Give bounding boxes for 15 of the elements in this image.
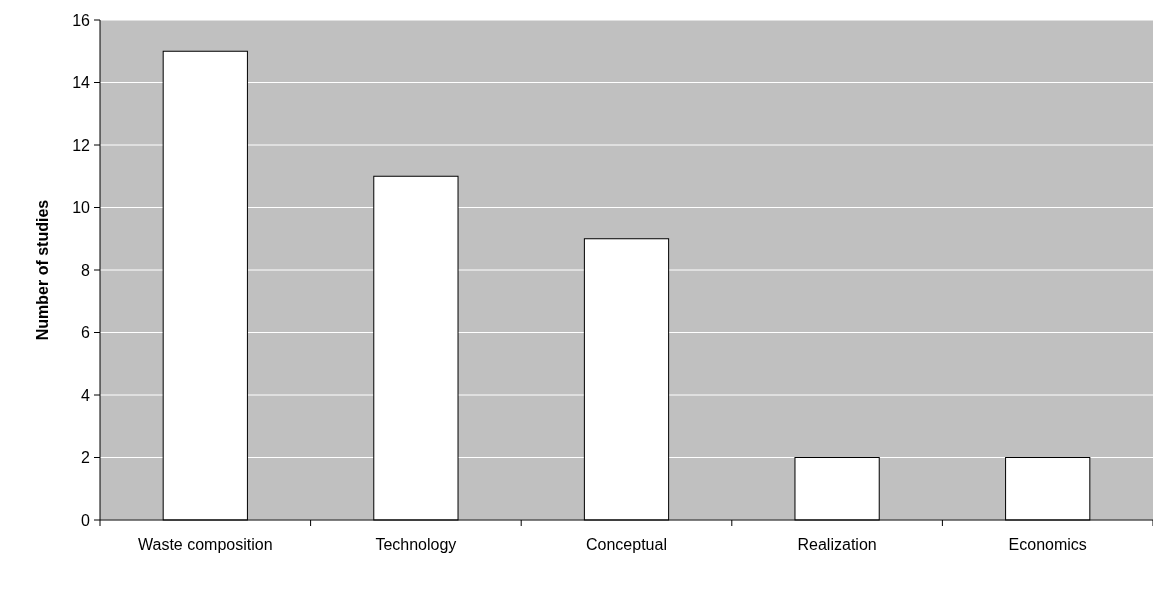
y-axis-title: Number of studies bbox=[34, 199, 51, 341]
y-tick-label: 12 bbox=[72, 136, 91, 154]
y-tick-label: 4 bbox=[81, 386, 91, 404]
y-tick-label: 16 bbox=[72, 11, 91, 29]
y-tick-label: 0 bbox=[81, 511, 91, 529]
x-tick-label: Conceptual bbox=[586, 536, 667, 553]
y-tick-label: 14 bbox=[72, 74, 91, 92]
y-tick-label: 2 bbox=[81, 449, 91, 467]
y-tick-label: 6 bbox=[81, 324, 91, 342]
x-tick-label: Economics bbox=[1008, 536, 1087, 553]
x-tick-label: Technology bbox=[375, 536, 457, 553]
x-tick-label: Waste composition bbox=[138, 536, 273, 553]
x-tick-label: Realization bbox=[797, 536, 877, 553]
y-tick-label: 8 bbox=[81, 261, 91, 279]
y-tick-label: 10 bbox=[72, 199, 91, 217]
